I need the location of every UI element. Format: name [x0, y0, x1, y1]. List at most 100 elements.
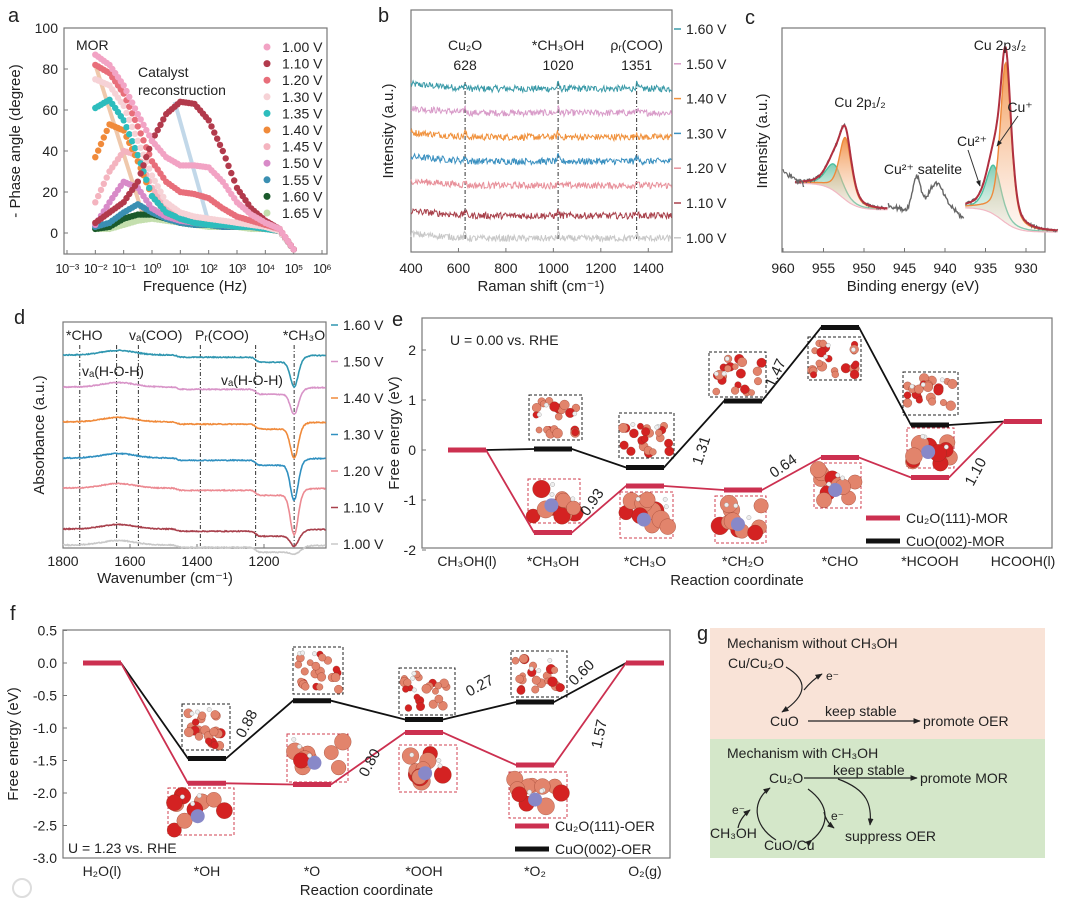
x-tick-label: 10³	[229, 261, 247, 276]
y-axis-label: Free energy (eV)	[5, 687, 22, 800]
label-satellite: Cu²⁺ satelite	[884, 161, 962, 177]
axes-frame	[781, 27, 1046, 253]
hydrogen-atom	[291, 737, 297, 742]
data-point	[100, 180, 108, 187]
x-category-label: *CH₃OH	[527, 553, 579, 569]
annotation-catalyst: Catalyst	[138, 64, 189, 80]
spectrum-130V	[410, 152, 672, 166]
data-point	[208, 123, 215, 130]
atom	[519, 654, 529, 664]
potential-label: 1.20 V	[686, 160, 727, 176]
electron-label: e⁻	[732, 803, 745, 817]
arrow-cu2plus	[967, 149, 981, 187]
atom	[301, 682, 310, 691]
atom	[205, 737, 213, 745]
atom	[511, 786, 528, 802]
hydrogen-atom	[835, 472, 841, 478]
vacancy-atom	[544, 498, 559, 513]
label-cu-plus: Cu⁺	[1007, 99, 1032, 115]
label-cu-2p12: Cu 2p₁/₂	[834, 94, 885, 110]
x-axis-label: Raman shift (cm⁻¹)	[477, 278, 604, 295]
data-point	[97, 186, 105, 194]
data-point	[157, 188, 164, 195]
legend-marker	[263, 209, 271, 217]
atom	[810, 371, 817, 379]
atom	[712, 387, 720, 396]
hydrogen-atom	[570, 496, 576, 502]
atom	[655, 429, 663, 437]
legend-label: 1.55 V	[282, 172, 323, 188]
x-category-label: H₂O(l)	[83, 863, 122, 879]
spectrum-150V	[410, 104, 672, 119]
adsorption-structure-image	[809, 461, 863, 509]
y-axis-label: - Phase angle (degree)	[7, 64, 24, 217]
atom	[306, 659, 314, 666]
x-category-label: CH₃OH(l)	[437, 553, 496, 569]
data-point	[137, 130, 144, 137]
hydrogen-atom	[437, 763, 443, 769]
data-point	[154, 126, 161, 134]
legend-label: 1.20 V	[282, 72, 323, 88]
panel-e-chart: 2 1 0 -1 -2 CH₃OH(l) *CH₃OH *CH₃O *CH₂O *CHO *HCOO…	[386, 317, 1055, 589]
atom	[166, 794, 183, 811]
y-tick-label: 20	[42, 184, 58, 200]
panel-b-chart: 400 600 800 1000 1200 1400 Raman shift (cm⁻¹) I…	[380, 9, 727, 295]
x-tick-label: 10⁰	[143, 261, 161, 276]
data-point	[211, 129, 218, 136]
x-tick-label: 930	[1014, 260, 1038, 276]
atom	[332, 665, 341, 674]
x-category-label: *CH₃O	[624, 553, 666, 569]
atom	[413, 693, 421, 701]
arrow-label: keep stable	[825, 703, 897, 719]
atom	[914, 384, 924, 394]
potential-label: 1.50 V	[343, 354, 384, 370]
potential-label: 1.20 V	[343, 463, 384, 479]
x-tick-label: 1800	[47, 553, 78, 569]
atom	[637, 422, 644, 430]
hydrogen-atom	[412, 687, 417, 693]
data-point	[131, 105, 139, 112]
data-point	[160, 116, 167, 123]
atom	[316, 683, 324, 691]
y-tick-label: 0	[50, 225, 58, 241]
hydrogen-atom	[195, 709, 200, 715]
atom	[629, 428, 639, 439]
legend-label: 1.10 V	[282, 56, 323, 72]
component-fill	[965, 165, 1058, 232]
species-methanol: CH₃OH	[710, 825, 757, 841]
atom	[737, 357, 747, 367]
atom	[619, 440, 629, 450]
y-tick-label: -2.5	[33, 818, 57, 834]
atom	[535, 426, 543, 434]
atom	[434, 766, 452, 784]
data-point	[103, 127, 110, 135]
x-tick-label: 1000	[538, 260, 569, 276]
data-point	[205, 117, 212, 124]
hydrogen-atom	[300, 650, 306, 656]
vacancy-atom	[307, 755, 322, 770]
y-tick-label: -3.0	[33, 850, 57, 866]
data-point	[137, 116, 144, 123]
spectrum-110V	[410, 207, 672, 221]
data-point	[129, 110, 136, 117]
data-point	[97, 140, 105, 148]
atom	[809, 461, 827, 478]
hydrogen-atom	[662, 496, 668, 502]
hydrogen-atom	[180, 794, 185, 800]
atom	[206, 792, 222, 808]
data-point	[151, 132, 158, 139]
atom	[216, 802, 233, 819]
legend-marker	[263, 109, 271, 117]
legend-label: 1.50 V	[282, 155, 323, 171]
y-tick-label: -2.0	[33, 785, 57, 801]
y-axis-label: Intensity (a.u.)	[380, 83, 397, 178]
atom	[618, 423, 629, 433]
atom	[294, 660, 303, 669]
panel-c-chart: 960 955 950 945 940 935 930 Binding energy (eV)…	[754, 27, 1059, 295]
x-axis-label: Binding energy (eV)	[847, 278, 980, 295]
data-point	[148, 172, 156, 179]
electron-arrow	[823, 811, 835, 829]
x-category-label: *O₂	[524, 863, 546, 879]
atom	[403, 678, 412, 687]
adsorption-structure-image	[506, 770, 570, 819]
